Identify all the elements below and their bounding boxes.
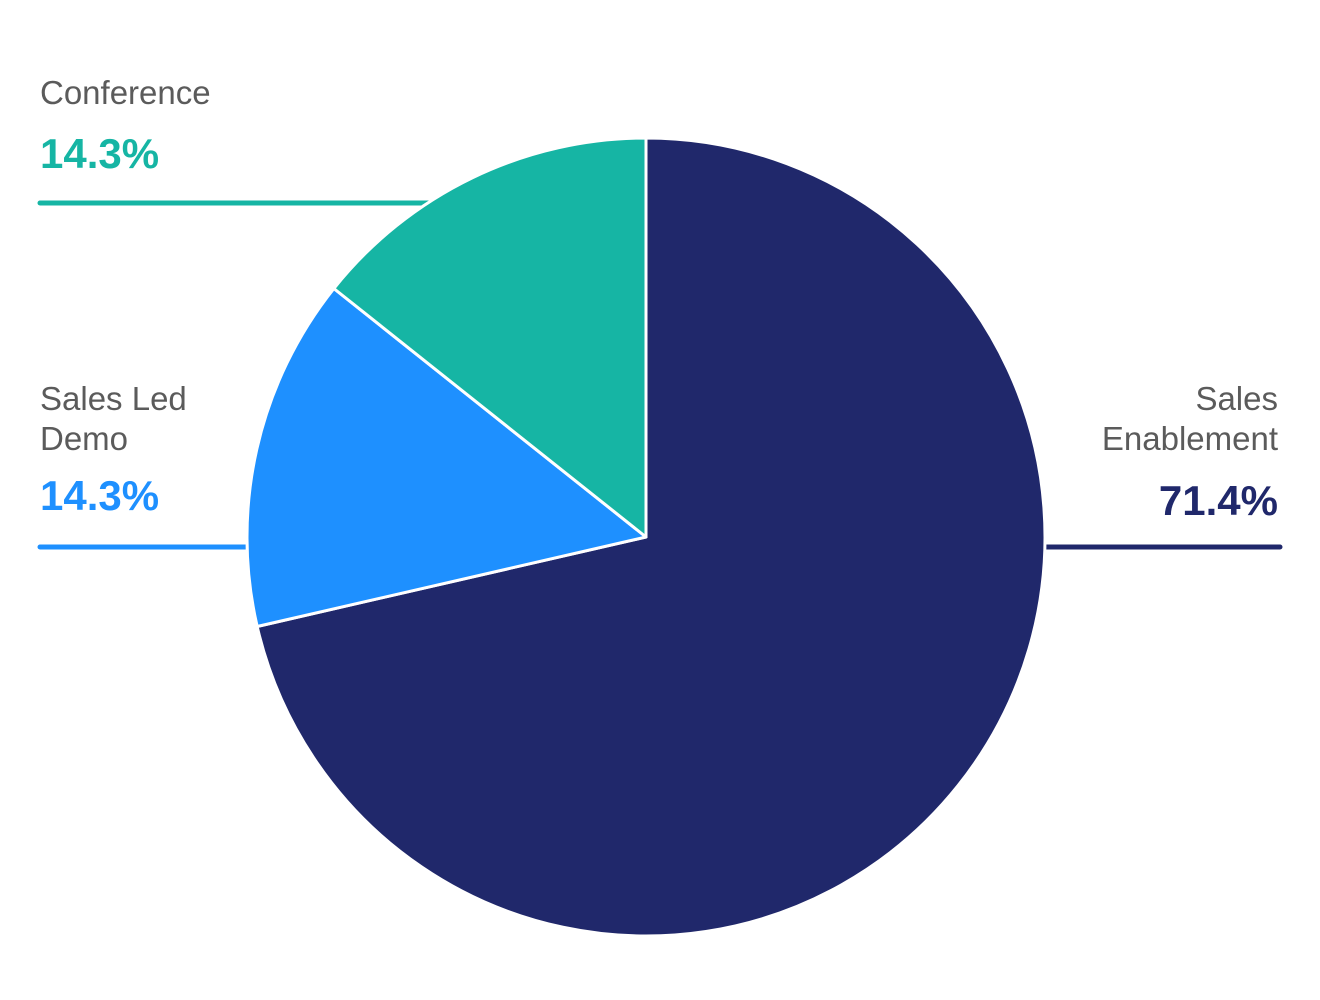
slice-label-line: Sales Led bbox=[40, 380, 187, 417]
slice-label-line: Enablement bbox=[1102, 420, 1278, 457]
slice-value-conference: 14.3% bbox=[40, 130, 159, 177]
slice-label-sales-enablement: Sales Enablement bbox=[1102, 380, 1278, 457]
slice-value-sales-enablement: 71.4% bbox=[1159, 477, 1278, 524]
slice-label-line: Demo bbox=[40, 420, 128, 457]
slice-label-sales-led-demo: Sales Led Demo bbox=[40, 380, 187, 457]
pie-slices bbox=[245, 136, 1047, 938]
pie-slice-sales-led-demo bbox=[245, 287, 648, 628]
slice-label-line: Sales bbox=[1195, 380, 1278, 417]
slice-value-sales-led-demo: 14.3% bbox=[40, 472, 159, 519]
slice-label-conference: Conference bbox=[40, 74, 211, 111]
slice-labels: Sales Enablement 71.4% Sales Led Demo 14.3% Co… bbox=[40, 74, 1278, 524]
pie-slice-conference bbox=[332, 136, 648, 539]
pie-slice-sales-enablement bbox=[255, 136, 1047, 938]
slice-label-line: Conference bbox=[40, 74, 211, 111]
leader-lines bbox=[37, 200, 1283, 550]
